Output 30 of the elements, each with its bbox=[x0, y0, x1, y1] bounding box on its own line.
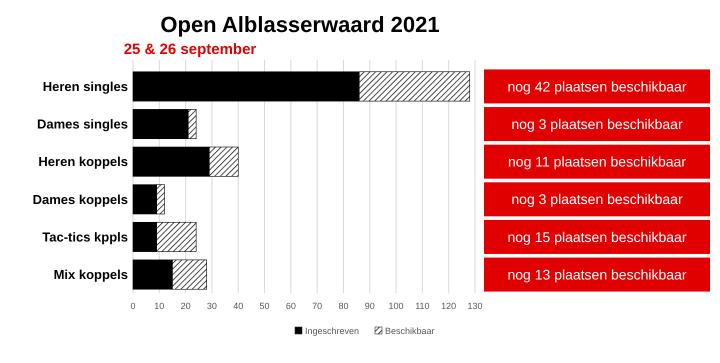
y-tick-label: Heren singles bbox=[42, 78, 128, 94]
text: nog 11 plaatsen beschikbaar bbox=[508, 154, 686, 170]
x-tick-label: 40 bbox=[233, 301, 244, 311]
x-tick-label: 50 bbox=[260, 301, 270, 311]
x-tick-label: 20 bbox=[180, 301, 191, 311]
x-tick-label: 10 bbox=[154, 301, 164, 311]
text: nog 42 plaatsen beschikbaar bbox=[507, 78, 687, 94]
x-tick-label: 80 bbox=[338, 301, 348, 311]
legend-label: Ingeschreven bbox=[305, 326, 360, 336]
chart-subtitle: 25 & 26 september bbox=[124, 41, 256, 58]
y-tick-label: Heren koppels bbox=[38, 154, 128, 170]
y-tick-label: Dames singles bbox=[36, 116, 128, 132]
x-tick-label: 130 bbox=[467, 301, 483, 311]
x-tick-label: 90 bbox=[364, 301, 375, 311]
x-tick-label: 100 bbox=[388, 301, 404, 311]
y-tick-label: Tac-tics kppls bbox=[42, 229, 128, 244]
text: nog 13 plaatsen beschikbaar bbox=[507, 266, 687, 282]
chart-title: Open Alblasserwaard 2021 bbox=[160, 12, 440, 37]
legend-label: Beschikbaar bbox=[385, 326, 435, 336]
x-tick-label: 30 bbox=[206, 301, 217, 311]
x-tick-label: 60 bbox=[286, 301, 296, 311]
x-tick-label: 0 bbox=[130, 301, 136, 311]
x-tick-label: 120 bbox=[441, 301, 456, 311]
y-tick-label: Dames koppels bbox=[32, 192, 128, 207]
y-tick-label: Mix koppels bbox=[54, 267, 128, 282]
text: nog 15 plaatsen beschikbaar bbox=[507, 228, 687, 245]
text: nog 3 plaatsen beschikbaar bbox=[511, 116, 683, 132]
x-tick-label: 70 bbox=[312, 301, 322, 311]
x-tick-label: 110 bbox=[415, 301, 430, 311]
text: nog 3 plaatsen beschikbaar bbox=[511, 191, 683, 208]
